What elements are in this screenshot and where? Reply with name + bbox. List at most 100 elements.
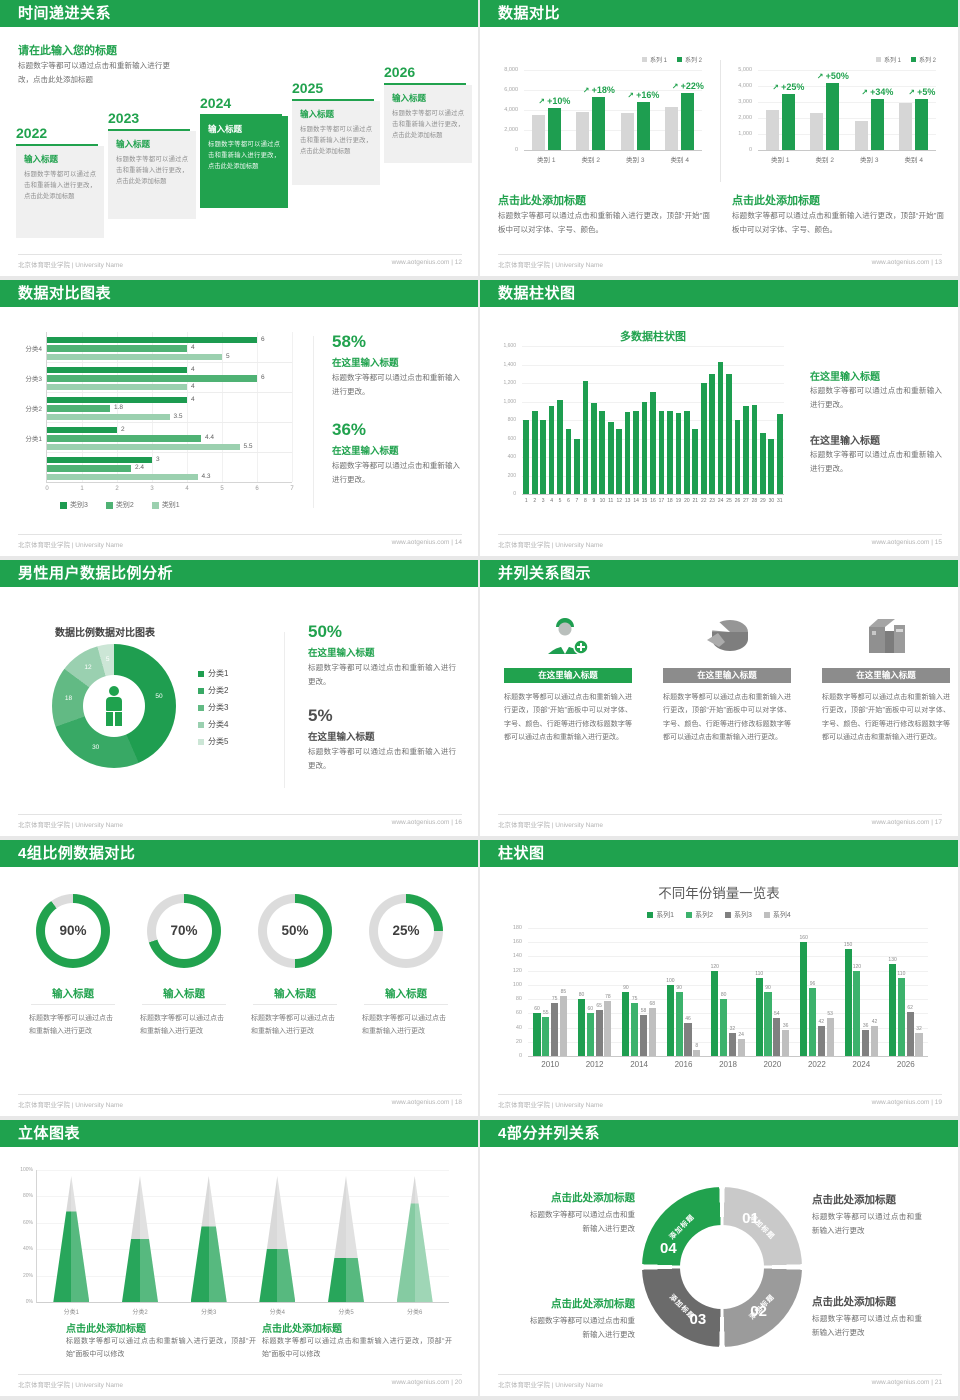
footer-university: 北京体育职业学院 | University Name (18, 1382, 123, 1389)
timeline-box-body: 标题数字等都可以通过点击和重新输入进行更改，点击此处添加标题 (300, 126, 372, 156)
legend-swatch-icon (676, 57, 682, 62)
legend-item: 分类3 (198, 702, 228, 713)
footer-university: 北京体育职业学院 | University Name (498, 822, 603, 829)
bar-value-label: 1.8 (114, 404, 124, 411)
bar (870, 1026, 879, 1056)
y-tick-label: 40 (515, 1025, 522, 1031)
bar (764, 992, 772, 1056)
segment-number: 02 (750, 1302, 767, 1320)
ring-percent: 25% (392, 923, 420, 938)
bar (692, 429, 699, 494)
x-category-label: 25 (726, 498, 732, 504)
cell-13: 数据对比 系列 1 系列 2 8,000 6,000 4,000 2,000 0 ↗ +10… (480, 0, 960, 280)
ratio-item: 90% 输入标题 标题数字等都可以通过点击和重新输入进行更改 (23, 886, 123, 1096)
x-category-label: 7 (575, 498, 579, 504)
bar (639, 1014, 648, 1056)
title-underline (142, 1004, 226, 1005)
chart-title: 不同年份销量一览表 (658, 886, 780, 901)
footer-site-page: www.aotgenius.com | 12 (391, 259, 462, 266)
x-category-label: 24 (717, 498, 724, 504)
bar (633, 410, 639, 494)
timeline-underline (200, 114, 282, 116)
gridline (222, 332, 223, 482)
timeline-underline (292, 99, 374, 101)
segment-number: 01 (742, 1209, 759, 1227)
x-category-label: 2026 (896, 1060, 915, 1069)
slide-20-cone-chart[interactable]: 立体图表 100% 80% 60% 40% 20% 0% 分类1 分类2 分类3 分类4 分类5 分类… (0, 1120, 478, 1396)
y-tick-label: 60 (515, 1010, 522, 1016)
gridline (522, 383, 784, 384)
x-category-label: 2018 (719, 1060, 737, 1069)
x-category-label: 6 (567, 498, 570, 504)
slide-13-data-compare[interactable]: 数据对比 系列 1 系列 2 8,000 6,000 4,000 2,000 0 ↗ +10… (480, 0, 958, 276)
legend-swatch-icon (875, 57, 881, 62)
slide-19-yearly-sales[interactable]: 柱状图 不同年份销量一览表 系列1 系列2 系列3 系列4 180 160 140 120 1… (480, 840, 958, 1116)
bar (667, 410, 673, 494)
legend-swatch-icon (198, 670, 204, 677)
growth-label: ↗ +50% (816, 70, 849, 81)
bar-value-label: 90 (676, 985, 682, 991)
chart-title: 多数据柱状图 (620, 331, 686, 343)
block-heading: 点击此处添加标题 (551, 1298, 635, 1310)
bar (755, 977, 763, 1056)
slide-16-male-ratio[interactable]: 男性用户数据比例分析 数据比例数据对比图表 50 30 18 12 5 分类1 分类2 分类… (0, 560, 478, 836)
bar (47, 366, 187, 373)
block-body: 标题数字等都可以通过点击和重新输入进行更改，顶部“开始”面板中可以对字体、字号、… (732, 211, 944, 234)
block-body: 标题数字等都可以通过点击和重新输入进行更改 (812, 1212, 922, 1235)
progress-ring: 50% (258, 894, 332, 968)
gridline (528, 1028, 928, 1029)
cell-14: 数据对比图表 0 1 2 3 4 5 6 7 6 4 5 分类4 4 6 4 分类3 4 1.8 3.5 分类2 2 4.… (0, 280, 480, 560)
slide-17-parallel[interactable]: 并列关系图示 在这里输入标题 标题数字等都可以通过点击和重新输入进行更改，顶部“… (480, 560, 958, 836)
block-heading: 点击此处添加标题 (732, 195, 820, 207)
bar (870, 98, 884, 150)
slide-15-daily-bars[interactable]: 数据柱状图 多数据柱状图 1,600 1,400 1,200 1,000 800 600 4… (480, 280, 958, 556)
bar-value-label: 60 (587, 1006, 594, 1013)
slide-21-cycle[interactable]: 4部分并列关系 01 02 03 04 添加标题 添加标题 添加标题 添加标题 点击此处添加标… (480, 1120, 958, 1396)
bar (565, 429, 572, 494)
timeline-underline (384, 83, 466, 85)
bar (737, 1038, 745, 1056)
bar (765, 110, 779, 150)
group-separator (47, 362, 292, 363)
y-tick-label: 1,000 (503, 399, 516, 405)
bar (47, 426, 117, 433)
bar (826, 82, 840, 150)
y-tick-label: 120 (512, 968, 522, 974)
bar (607, 421, 614, 494)
title-underline (31, 1004, 115, 1005)
ring-hole: 90% (45, 903, 101, 959)
growth-arrow-icon: ↗ (908, 87, 918, 97)
title-underline (253, 1004, 337, 1005)
bar-value-label: 4 (191, 365, 195, 373)
bar (693, 1050, 701, 1056)
x-tick-label: 4 (185, 486, 189, 492)
x-tick-label: 5 (220, 486, 224, 492)
slide-title: 男性用户数据比例分析 (18, 565, 174, 582)
bar-value-label: 54 (774, 1010, 780, 1017)
bar (800, 942, 808, 1056)
cell-20: 立体图表 100% 80% 60% 40% 20% 0% 分类1 分类2 分类3 分类4 分类5 分类… (0, 1120, 480, 1400)
slice-value-label: 12 (84, 664, 92, 672)
y-tick-label: 60% (22, 1220, 33, 1226)
gridline (528, 1013, 928, 1014)
block-heading: 点击此处添加标题 (66, 1324, 146, 1335)
bar-value-label: 150 (843, 942, 853, 949)
bar (665, 107, 679, 150)
slide-14-hbar-chart[interactable]: 数据对比图表 0 1 2 3 4 5 6 7 6 4 5 分类4 4 6 4 分类3 4 1.8 3.5 分类2 2 4.… (0, 280, 478, 556)
slide-title: 并列关系图示 (498, 565, 592, 582)
divider (313, 336, 314, 508)
legend-item: 分类5 (198, 736, 228, 747)
y-tick-label: 20 (515, 1039, 522, 1045)
column-title-bar: 在这里输入标题 (663, 668, 791, 683)
slide-12-timeline[interactable]: 时间递进关系 请在此输入您的标题 标题数字等都可以通过点击和重新输入进行更改，点… (0, 0, 478, 276)
bar (47, 435, 201, 442)
item-title: 输入标题 (52, 988, 94, 1000)
slide-18-ratio-rings[interactable]: 4组比例数据对比 90% 输入标题 标题数字等都可以通过点击和重新输入进行更改 70%… (0, 840, 478, 1116)
bar-value-label: 5 (226, 352, 230, 360)
timeline-box-body: 标题数字等都可以通过点击和重新输入进行更改，点击此处添加标题 (392, 110, 464, 140)
x-category-label: 类别 4 (670, 157, 689, 164)
bar-value-label: 80 (578, 992, 585, 999)
bar-value-label: 68 (649, 1000, 656, 1007)
gridline (292, 332, 293, 482)
gridline (524, 110, 702, 111)
